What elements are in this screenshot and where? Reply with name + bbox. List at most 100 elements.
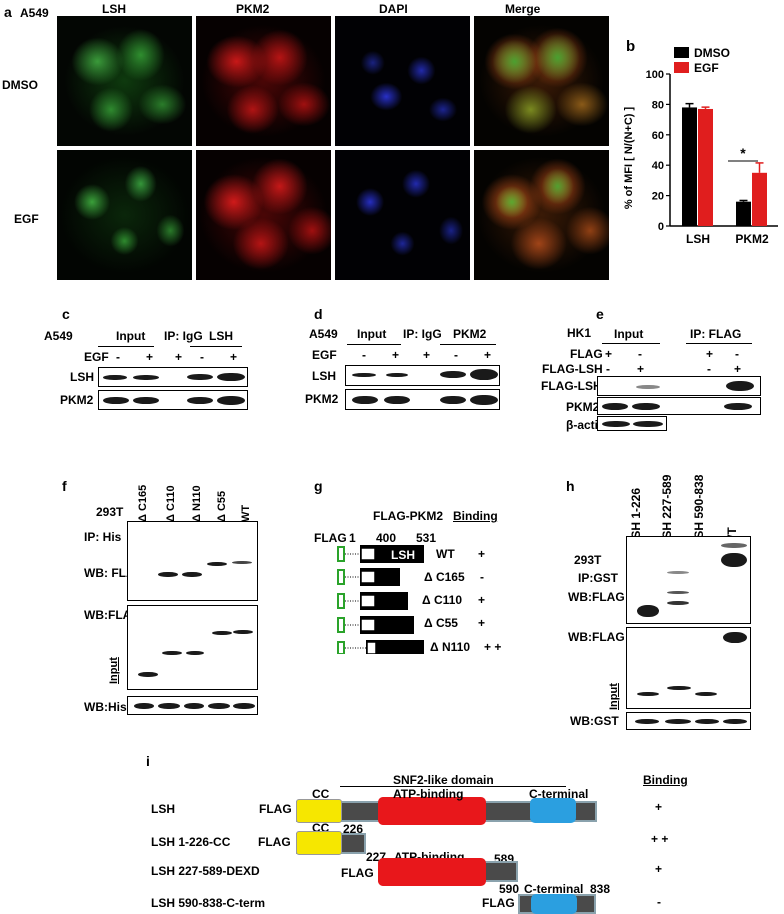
cell-line-c: A549 bbox=[44, 329, 73, 343]
blot-pkm2-d bbox=[345, 389, 500, 410]
flag-label-g: FLAG bbox=[314, 531, 347, 545]
construct-name: Δ N110 bbox=[430, 640, 470, 654]
binding-value-i: + bbox=[655, 862, 663, 876]
row-label-dmso: DMSO bbox=[2, 78, 38, 92]
blot-label-actin-e: β-actin bbox=[566, 418, 606, 432]
panel-letter-h: h bbox=[566, 478, 575, 494]
c-terminal-domain bbox=[530, 798, 576, 823]
cterm-label: C-terminal bbox=[529, 787, 589, 801]
sign: - bbox=[454, 348, 458, 362]
lane-label-c110: Δ C110 bbox=[165, 485, 177, 522]
legend-label-egf: EGF bbox=[694, 61, 719, 75]
cterm-label: C-terminal bbox=[524, 882, 584, 896]
y-tick-label: 20 bbox=[652, 191, 664, 203]
atp-binding-domain bbox=[378, 797, 486, 825]
blot-label-flag-lsh: FLAG-LSH bbox=[541, 379, 602, 393]
binding-value-i: + bbox=[655, 800, 663, 814]
wb-label-h1: WB:FLAG bbox=[568, 590, 625, 604]
domain-diagram-g: LSH bbox=[337, 545, 424, 654]
binding-value: + bbox=[478, 547, 486, 561]
pos-label: 531 bbox=[416, 531, 437, 545]
cc-label: CC bbox=[312, 787, 330, 801]
wb-label-f2: WB:FLAG bbox=[84, 608, 141, 622]
binding-value: - bbox=[480, 570, 484, 584]
x-tick-label: LSH bbox=[686, 232, 710, 246]
underline bbox=[440, 344, 496, 345]
cc-domain bbox=[296, 831, 342, 855]
panel-letter-g: g bbox=[314, 478, 323, 494]
blot-input-f bbox=[127, 605, 258, 690]
binding-value: + bbox=[478, 593, 486, 607]
header-ip-flag-e: IP: FLAG bbox=[690, 327, 742, 341]
ip-label-f: IP: His bbox=[84, 530, 122, 544]
flag-label-i: FLAG bbox=[259, 802, 292, 816]
y-tick-label: 80 bbox=[652, 99, 664, 111]
chart-bars bbox=[682, 102, 767, 226]
cc-domain bbox=[296, 799, 342, 823]
pos-590: 590 bbox=[499, 882, 520, 896]
lane-label-c55: Δ C55 bbox=[216, 490, 228, 522]
construct-name: Δ C110 bbox=[422, 593, 462, 607]
binding-value-i: - bbox=[657, 895, 661, 909]
micrograph-egf-lsh bbox=[57, 150, 192, 280]
construct-title-g: FLAG-PKM2 bbox=[373, 509, 443, 523]
sign: + bbox=[230, 350, 238, 364]
bar-egf-lsh bbox=[698, 108, 713, 226]
micrograph-dmso-merge bbox=[474, 16, 609, 146]
row-label-egf: EGF bbox=[14, 212, 39, 226]
y-tick-label: 40 bbox=[652, 160, 664, 172]
sign: + bbox=[392, 348, 400, 362]
construct-name-i: LSH 227-589-DEXD bbox=[151, 864, 260, 878]
input-label-f: Input bbox=[108, 657, 120, 684]
col-label-pkm2: PKM2 bbox=[236, 2, 270, 16]
construct-name-i: LSH bbox=[151, 802, 175, 816]
panel-letter-d: d bbox=[314, 306, 323, 322]
flag-label-i: FLAG bbox=[482, 896, 515, 910]
bar-egf-pkm2 bbox=[752, 172, 767, 226]
pos-838: 838 bbox=[590, 882, 611, 896]
blot-pkm2-c bbox=[98, 390, 248, 410]
atp-binding-domain bbox=[378, 858, 486, 886]
pos-226: 226 bbox=[343, 822, 364, 836]
sign: + bbox=[146, 350, 154, 364]
underline bbox=[602, 343, 660, 344]
blot-actin-e bbox=[597, 416, 667, 431]
panel-letter-e: e bbox=[596, 306, 604, 322]
sign: - bbox=[200, 350, 204, 364]
blot-pkm2-e bbox=[597, 397, 761, 415]
blot-label-pkm2-e: PKM2 bbox=[566, 400, 600, 414]
input-label-h: Input bbox=[608, 683, 620, 710]
pos-label: 1 bbox=[349, 531, 356, 545]
wb-label-h2: WB:FLAG bbox=[568, 630, 625, 644]
sign: - bbox=[116, 350, 120, 364]
panel-letter-f: f bbox=[62, 478, 67, 494]
bar-dmso-lsh bbox=[682, 107, 697, 226]
sign: - bbox=[606, 362, 610, 376]
sign: - bbox=[707, 362, 711, 376]
panel-letter-b: b bbox=[626, 38, 636, 55]
sign: + bbox=[423, 348, 431, 362]
blot-label-pkm2-c: PKM2 bbox=[60, 393, 94, 407]
atp-label: ATP-binding bbox=[393, 787, 464, 801]
lane-label-wt-f: WT bbox=[240, 504, 252, 522]
header-input-d: Input bbox=[357, 327, 387, 341]
header-input-e: Input bbox=[614, 327, 644, 341]
sign: - bbox=[735, 347, 739, 361]
col-label-lsh: LSH bbox=[102, 2, 126, 16]
blot-label-pkm2-d: PKM2 bbox=[305, 392, 339, 406]
sign: - bbox=[362, 348, 366, 362]
cell-line-h: 293T bbox=[574, 553, 602, 567]
col-label-merge: Merge bbox=[505, 2, 541, 16]
lsh-label-g: LSH bbox=[391, 548, 415, 562]
binding-value: + bbox=[478, 616, 486, 630]
micrograph-egf-dapi bbox=[335, 150, 470, 280]
blot-input-h bbox=[626, 627, 751, 709]
cell-line-a: A549 bbox=[20, 6, 49, 20]
y-tick-label: 100 bbox=[646, 69, 664, 81]
sign: + bbox=[484, 348, 492, 362]
blot-flag-lsh-e bbox=[597, 376, 761, 396]
cell-line-e: HK1 bbox=[567, 326, 592, 340]
wb-label-h3: WB:GST bbox=[570, 714, 619, 728]
micrograph-dmso-pkm2 bbox=[196, 16, 331, 146]
legend-label-dmso: DMSO bbox=[694, 46, 730, 60]
